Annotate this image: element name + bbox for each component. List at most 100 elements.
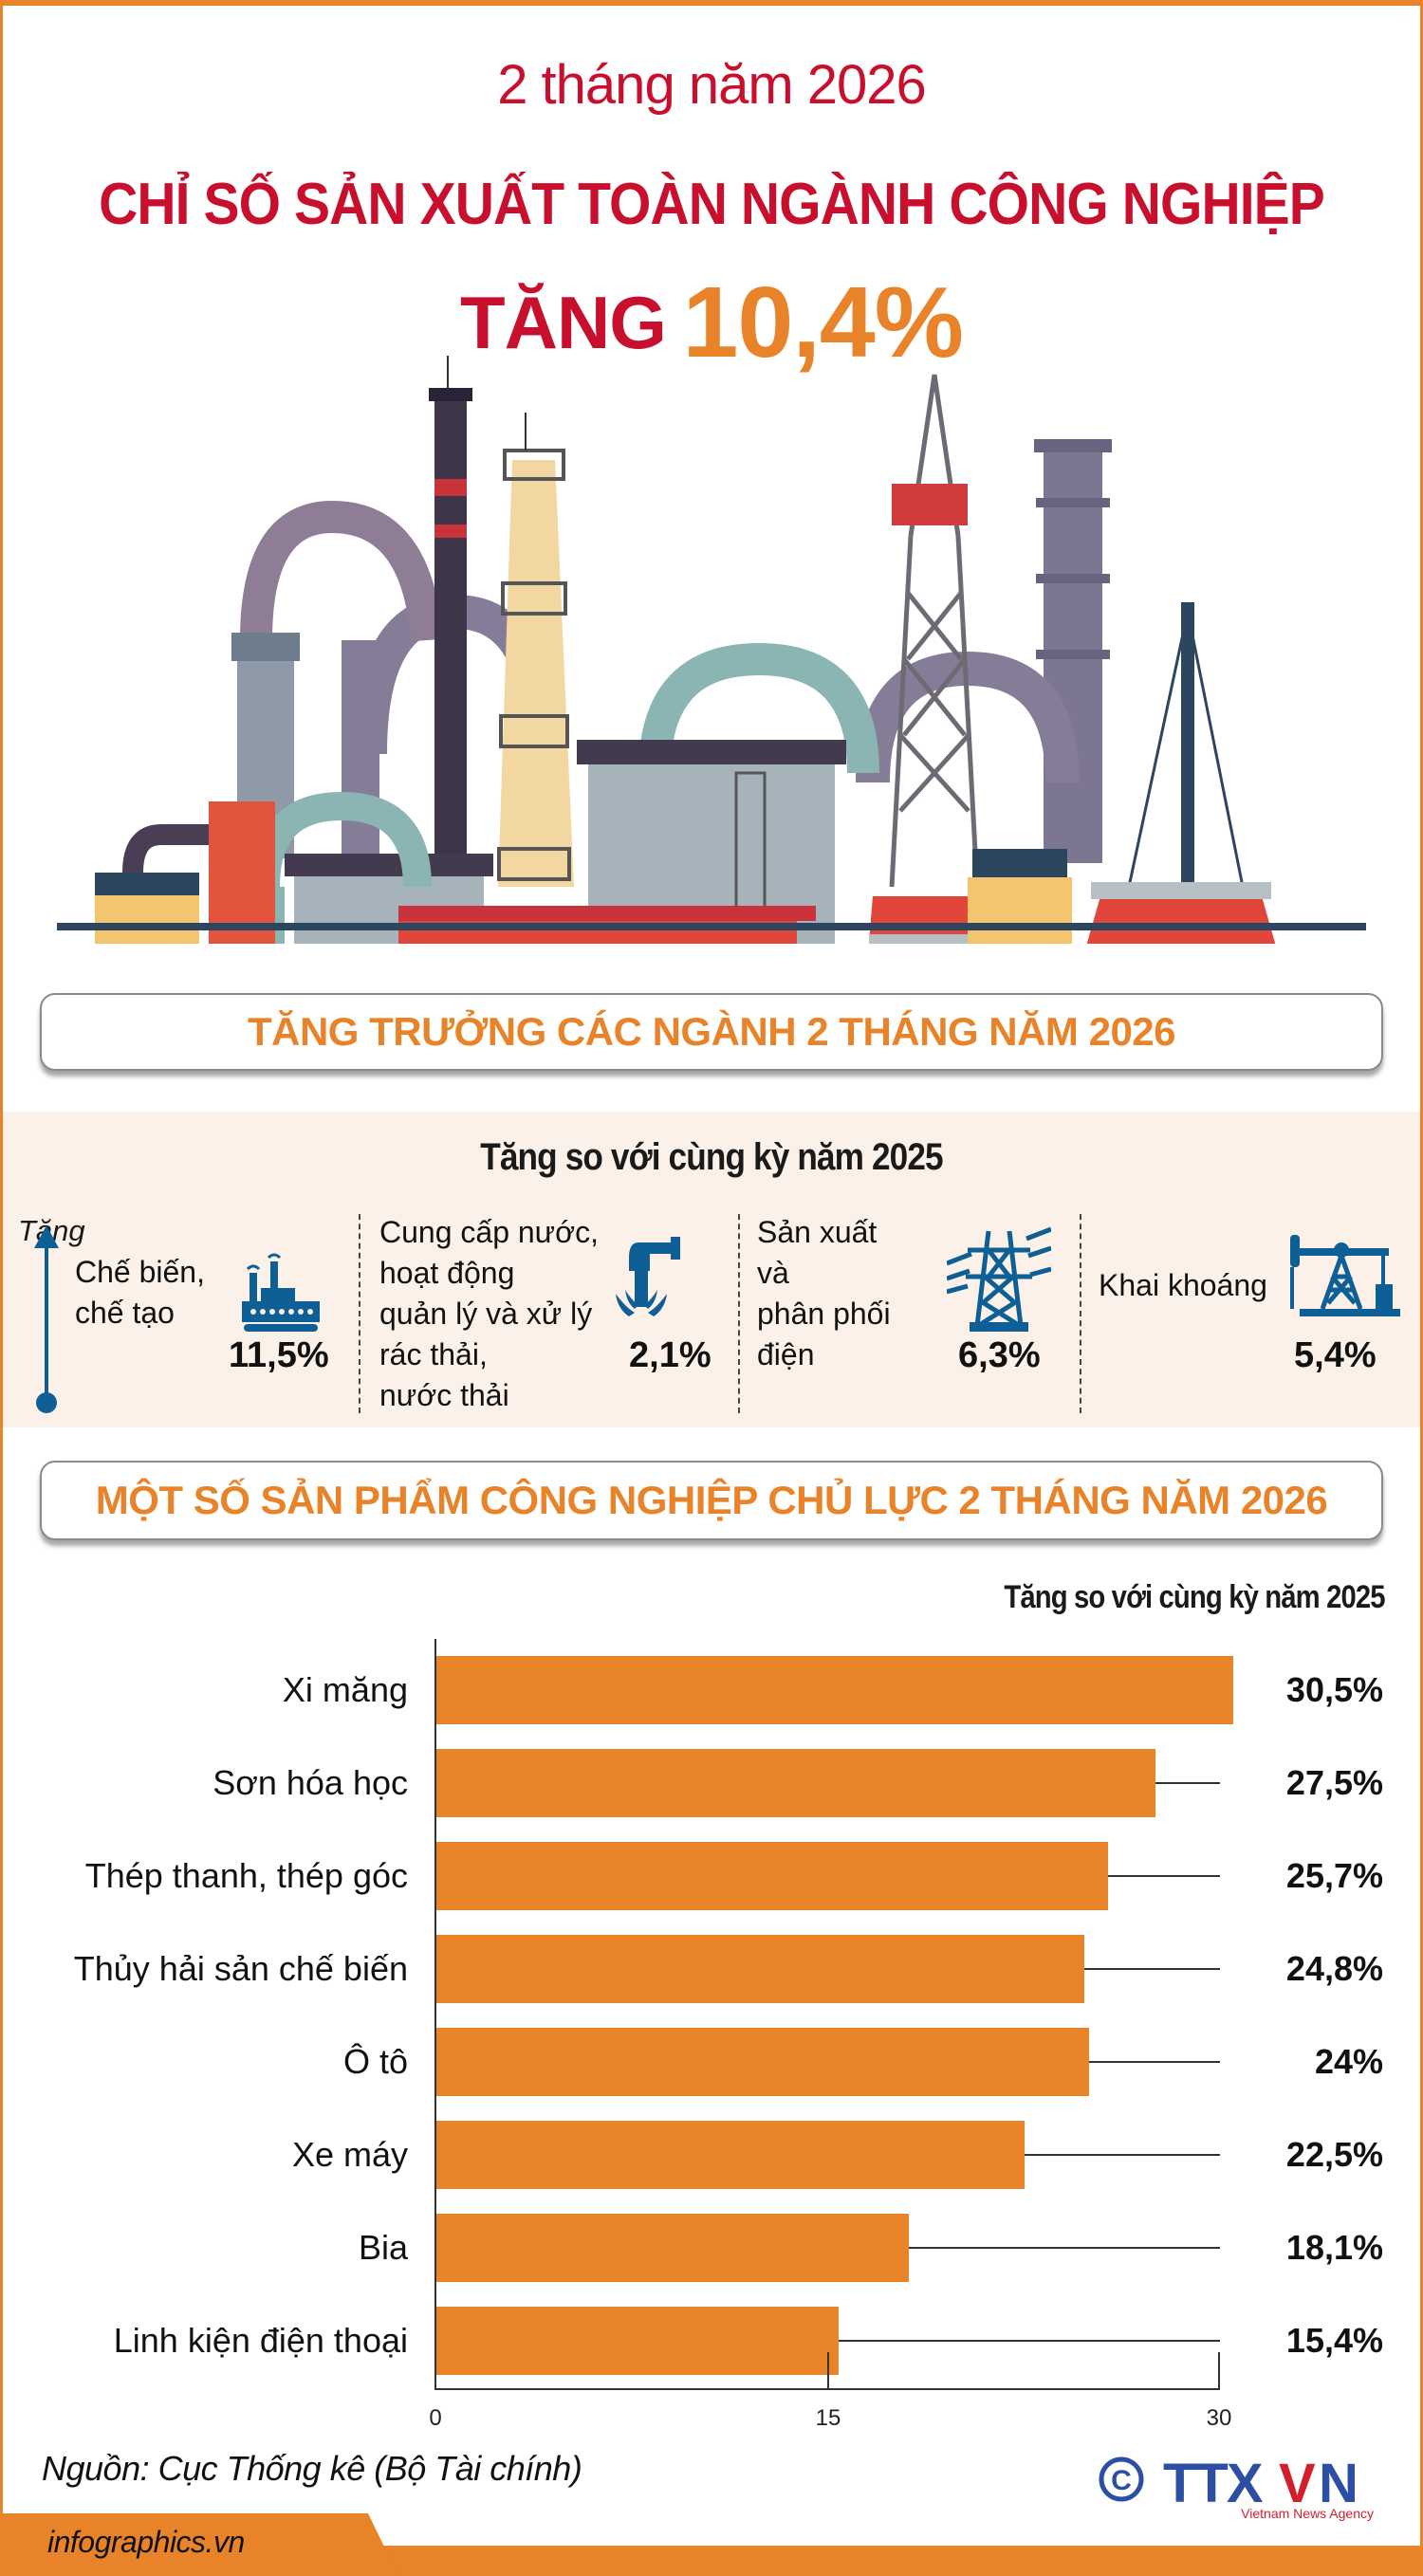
sector-name-line: Khai khoáng [1099, 1268, 1267, 1302]
bar-row: Xe máy 22,5% [0, 2121, 1423, 2189]
x-tick [1218, 2352, 1220, 2390]
sector-manufacturing: Chế biến, chế tạo 11,5% [3, 1112, 359, 1427]
copyright-logo-icon: C TTX V N Vietnam News Agency [1099, 2453, 1374, 2521]
leader-line [1084, 1968, 1220, 1970]
svg-text:C: C [1111, 2465, 1132, 2496]
sector-name-line: hoạt động [379, 1256, 515, 1290]
sector-name-line: Cung cấp nước, [379, 1215, 599, 1249]
bar-value: 25,7% [1285, 1856, 1383, 1895]
bar [436, 2121, 1025, 2189]
leader-line [1108, 1875, 1220, 1877]
bar-label: Sơn hóa học [213, 1763, 408, 1802]
bar-label: Bia [358, 2228, 408, 2267]
bar-row: Bia 18,1% [0, 2214, 1423, 2282]
bar-row: Sơn hóa học 27,5% [0, 1749, 1423, 1817]
bar-label: Xi măng [282, 1670, 408, 1709]
bar-value: 22,5% [1285, 2135, 1383, 2174]
arrow-head-icon [34, 1225, 59, 1248]
up-arrow-icon [45, 1231, 48, 1398]
headline: TĂNG 10,4% [0, 266, 1423, 380]
bar-row: Ô tô 24% [0, 2028, 1423, 2096]
svg-text:N: N [1319, 2453, 1357, 2514]
sector-value: 6,3% [958, 1335, 1041, 1375]
page-title: CHỈ SỐ SẢN XUẤT TOÀN NGÀNH CÔNG NGHIỆP [99, 172, 1325, 237]
bar-value: 18,1% [1285, 2228, 1383, 2267]
x-tick-label: 30 [1206, 2405, 1232, 2431]
sector-name-line: quản lý và xử lý [379, 1297, 593, 1331]
bar-value: 15,4% [1285, 2321, 1383, 2360]
factory-icon [242, 1253, 320, 1332]
x-tick-label: 15 [815, 2405, 841, 2431]
leader-line [1025, 2154, 1220, 2156]
leader-line [909, 2247, 1220, 2249]
bar-row: Linh kiện điện thoại 15,4% [0, 2307, 1423, 2375]
top-border [0, 0, 1423, 6]
headline-label: TĂNG [460, 281, 667, 364]
sector-name-line: phân phối [757, 1297, 891, 1331]
leader-line [839, 2340, 1220, 2342]
headline-value: 10,4% [682, 267, 964, 378]
bar-label: Xe máy [291, 2135, 408, 2174]
sector-divider [738, 1214, 740, 1413]
sector-name-line: nước thải [379, 1378, 509, 1412]
bar-row: Xi măng 30,5% [0, 1656, 1423, 1724]
sector-name-line: và [757, 1256, 789, 1290]
sector-growth-panel: Tăng so với cùng kỳ năm 2025 Tăng Chế bi… [3, 1112, 1420, 1427]
sector-water-waste: Cung cấp nước, hoạt động quản lý và xử l… [359, 1112, 738, 1427]
bar-label: Thủy hải sản chế biến [73, 1949, 408, 1988]
sector-name-line: điện [757, 1337, 815, 1371]
bar [436, 1656, 1233, 1724]
products-bar-chart: Xi măng 30,5% Sơn hóa học 27,5% Thép tha… [0, 1612, 1423, 2431]
bar [436, 1842, 1108, 1910]
bar-value: 24,8% [1285, 1949, 1383, 1988]
sector-name-line: Sản xuất [757, 1215, 878, 1249]
sector-divider [1080, 1214, 1081, 1413]
svg-text:TTX: TTX [1163, 2453, 1264, 2514]
bar [436, 1935, 1084, 2003]
website-link[interactable]: infographics.vn [47, 2525, 245, 2559]
factory-illustration [57, 356, 1366, 944]
bar-value: 30,5% [1285, 1670, 1383, 1709]
power-tower-icon [947, 1226, 1051, 1332]
svg-text:V: V [1279, 2453, 1316, 2514]
bar-row: Thủy hải sản chế biến 24,8% [0, 1935, 1423, 2003]
leader-line [1089, 2061, 1220, 2063]
arrow-base-dot [36, 1392, 57, 1413]
svg-text:Vietnam News Agency: Vietnam News Agency [1241, 2506, 1374, 2521]
bar [436, 1749, 1155, 1817]
period-subtitle: 2 tháng năm 2026 [497, 54, 927, 116]
sector-caption: Tăng so với cùng kỳ năm 2025 [480, 1136, 943, 1178]
ttxvn-logo: C TTX V N Vietnam News Agency [1099, 2445, 1388, 2521]
sector-value: 5,4% [1294, 1335, 1377, 1375]
sector-value: 11,5% [229, 1335, 329, 1375]
sector-value: 2,1% [629, 1335, 712, 1375]
source-note: Nguồn: Cục Thống kê (Bộ Tài chính) [42, 2449, 582, 2488]
sector-growth-header: TĂNG TRƯỞNG CÁC NGÀNH 2 THÁNG NĂM 2026 [40, 993, 1383, 1071]
sector-mining: Khai khoáng 5,4% [1080, 1112, 1421, 1427]
chart-caption: Tăng so với cùng kỳ năm 2025 [1004, 1579, 1386, 1615]
sector-name-line: chế tạo [75, 1296, 175, 1330]
bar [436, 2028, 1089, 2096]
sector-name-line: Chế biến, [75, 1255, 205, 1289]
sector-electricity: Sản xuất và phân phối điện 6,3% [738, 1112, 1080, 1427]
water-tap-icon [616, 1237, 680, 1316]
bar-value: 24% [1314, 2042, 1383, 2081]
sector-name-line: rác thải, [379, 1337, 488, 1371]
sector-divider [359, 1214, 360, 1413]
bar [436, 2214, 909, 2282]
footer-tab [0, 2513, 398, 2576]
bar-label: Linh kiện điện thoại [113, 2321, 408, 2360]
x-tick [827, 2352, 829, 2390]
products-header: MỘT SỐ SẢN PHẨM CÔNG NGHIỆP CHỦ LỰC 2 TH… [40, 1461, 1383, 1540]
bar [436, 2307, 839, 2375]
bar-label: Thép thanh, thép góc [84, 1856, 408, 1895]
x-tick-label: 0 [429, 2405, 442, 2431]
bar-row: Thép thanh, thép góc 25,7% [0, 1842, 1423, 1910]
right-border [1420, 0, 1423, 2576]
oil-pump-icon [1290, 1235, 1400, 1316]
bar-label: Ô tô [342, 2042, 408, 2081]
left-border [0, 0, 3, 2576]
y-axis [434, 1639, 436, 2390]
bar-value: 27,5% [1285, 1763, 1383, 1802]
leader-line [1155, 1782, 1220, 1784]
